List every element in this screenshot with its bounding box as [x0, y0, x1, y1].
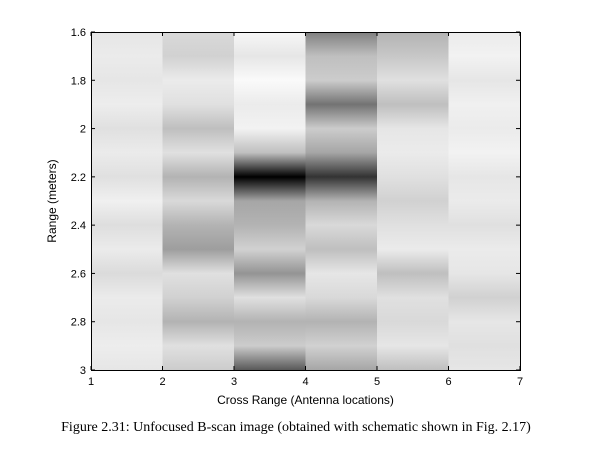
y-axis-label: Range (meters) — [45, 159, 59, 242]
x-tick-label: 3 — [231, 376, 237, 388]
y-tick-label: 2.4 — [71, 220, 86, 232]
y-tick-label: 1.6 — [71, 27, 86, 39]
antenna-column-6 — [448, 32, 520, 370]
antenna-column-5 — [377, 32, 449, 370]
y-tick-label: 2.8 — [71, 317, 86, 329]
x-tick-label: 4 — [302, 376, 308, 388]
heatmap-columns — [91, 32, 520, 370]
x-tick-label: 5 — [374, 376, 380, 388]
x-tick-label: 7 — [517, 376, 523, 388]
y-tick-label: 2.2 — [71, 172, 86, 184]
y-axis: 1.6 1.8 2 2.2 2.4 2.6 2.8 3 — [71, 27, 520, 377]
antenna-column-2 — [162, 32, 234, 370]
x-tick-label: 2 — [159, 376, 165, 388]
figure-caption: Figure 2.31: Unfocused B-scan image (obt… — [61, 420, 531, 435]
antenna-column-3 — [234, 32, 306, 370]
y-tick-label: 3 — [80, 365, 86, 377]
antenna-column-4 — [305, 32, 377, 370]
x-axis: 1 2 3 4 5 6 7 — [88, 32, 523, 388]
x-tick-label: 1 — [88, 376, 94, 388]
x-axis-label: Cross Range (Antenna locations) — [217, 393, 394, 407]
y-tick-label: 1.8 — [71, 75, 86, 87]
x-tick-label: 6 — [445, 376, 451, 388]
y-tick-label: 2 — [80, 124, 86, 136]
y-tick-label: 2.6 — [71, 268, 86, 280]
antenna-column-1 — [91, 32, 163, 370]
